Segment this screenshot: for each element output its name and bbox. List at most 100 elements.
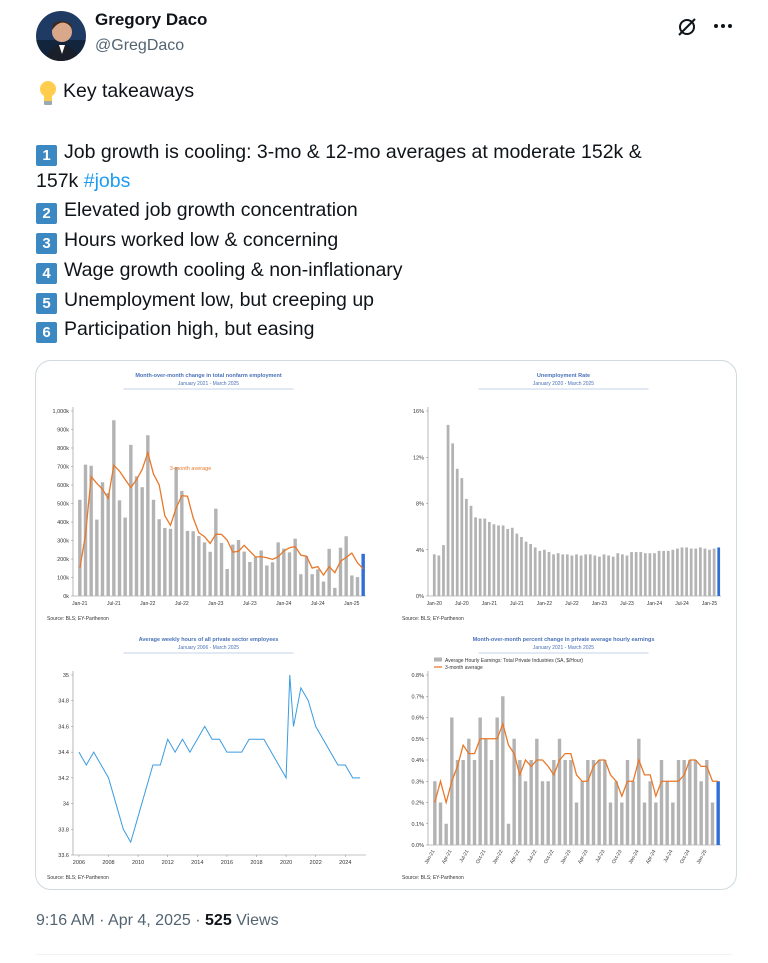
bar <box>588 554 592 596</box>
bar <box>467 738 471 845</box>
bar <box>538 550 542 596</box>
item-text: Job growth is cooling: 3-mo & 12-mo aver… <box>64 141 642 163</box>
author-handle[interactable]: @GregDaco <box>95 37 185 54</box>
bar <box>248 561 252 596</box>
y-tick-label: 400k <box>57 520 69 526</box>
bar <box>637 738 641 845</box>
author-name[interactable]: Gregory Daco <box>95 10 208 29</box>
x-tick-label: Jan-21 <box>72 601 88 607</box>
x-tick-label: Jan-22 <box>537 601 553 607</box>
item-number: 1 <box>36 145 57 166</box>
bar <box>140 487 144 596</box>
heading: Key takeaways <box>63 80 195 102</box>
bar <box>648 553 652 596</box>
more-icon[interactable] <box>712 20 734 32</box>
y-tick-label: 34 <box>63 802 69 808</box>
bar <box>515 533 519 596</box>
bar <box>100 482 105 596</box>
x-tick-label: Jul-22 <box>527 849 539 864</box>
x-tick-label: Jul-22 <box>175 601 189 607</box>
chart-title: Unemployment Rate <box>537 373 590 379</box>
y-tick-label: 700k <box>57 465 69 471</box>
separator: · <box>99 912 105 929</box>
x-tick-label: Apr-23 <box>577 849 590 865</box>
bar <box>231 544 235 596</box>
bar <box>598 556 601 596</box>
bar <box>478 518 482 596</box>
bar <box>129 444 133 596</box>
bar <box>552 554 555 596</box>
bar <box>591 760 596 845</box>
item-text: 157k <box>36 170 79 192</box>
y-tick-label: 33.8 <box>58 827 69 833</box>
bar <box>214 508 218 596</box>
y-tick-label: 34.4 <box>58 750 69 756</box>
bar <box>117 500 122 596</box>
item-text: Elevated job growth concentration <box>64 199 358 221</box>
bar <box>620 554 624 596</box>
bar <box>208 551 212 596</box>
y-tick-label: 100k <box>57 576 69 582</box>
chart-source: Source: BLS; EY-Parthenon <box>402 875 464 881</box>
bar <box>327 548 331 596</box>
bar <box>310 574 314 596</box>
bar <box>524 541 528 596</box>
y-tick-label: 0.7% <box>411 694 424 700</box>
item-cont: 157k #jobs <box>36 167 130 196</box>
bar <box>584 554 588 596</box>
media-card[interactable]: Month-over-month change in total nonfarm… <box>35 360 737 890</box>
bar <box>506 528 510 596</box>
bar <box>552 760 556 845</box>
bar <box>597 760 601 845</box>
bar <box>510 527 514 596</box>
chart-subtitle: January 2020 - March 2025 <box>533 381 594 387</box>
avatar[interactable] <box>35 10 87 62</box>
x-tick-label: Jan-24 <box>276 601 292 607</box>
charts: Month-over-month change in total nonfarm… <box>47 373 721 881</box>
grok-icon[interactable] <box>676 16 698 38</box>
average-line <box>79 450 364 577</box>
date: Apr 4, 2025 <box>108 912 191 929</box>
y-tick-label: 0.1% <box>411 822 424 828</box>
hashtag[interactable]: #jobs <box>83 170 131 192</box>
bar <box>676 548 679 596</box>
chart-source: Source: BLS; EY-Parthenon <box>47 875 109 881</box>
bar <box>602 554 606 596</box>
bar <box>451 443 455 596</box>
bar <box>489 760 494 845</box>
x-tick-label: Jul-21 <box>510 601 524 607</box>
view-count: 525 <box>205 912 232 929</box>
bar <box>501 696 505 845</box>
bar <box>472 760 477 845</box>
bar <box>446 424 450 596</box>
y-tick-label: 16% <box>413 409 424 415</box>
bar <box>657 550 661 596</box>
divider <box>36 954 732 955</box>
x-tick-label: 2010 <box>132 860 144 866</box>
legend-swatch <box>434 657 442 662</box>
bar <box>682 760 686 845</box>
x-tick-label: Jul-23 <box>595 849 607 864</box>
x-tick-label: Jan-23 <box>592 601 608 607</box>
bar <box>614 781 618 845</box>
bar <box>350 575 354 596</box>
bar <box>465 498 468 596</box>
bar <box>556 553 560 596</box>
y-tick-label: 0.0% <box>411 843 424 849</box>
item: 2 Elevated job growth concentration <box>36 196 358 225</box>
bar <box>242 551 246 596</box>
bar <box>78 499 82 596</box>
x-tick-label: Jan-24 <box>647 601 663 607</box>
bar <box>270 562 275 596</box>
bar <box>316 569 320 596</box>
x-tick-label: Jul-24 <box>663 849 675 864</box>
bar <box>705 760 709 845</box>
separator: · <box>195 912 201 929</box>
legend-label: 3-month average <box>445 665 483 671</box>
x-tick-label: Jul-21 <box>107 601 121 607</box>
x-tick-label: 2024 <box>339 860 351 866</box>
bar <box>593 555 597 596</box>
x-tick-label: 2006 <box>73 860 85 866</box>
hours-line <box>78 674 361 844</box>
x-tick-label: Oct-24 <box>679 849 692 865</box>
